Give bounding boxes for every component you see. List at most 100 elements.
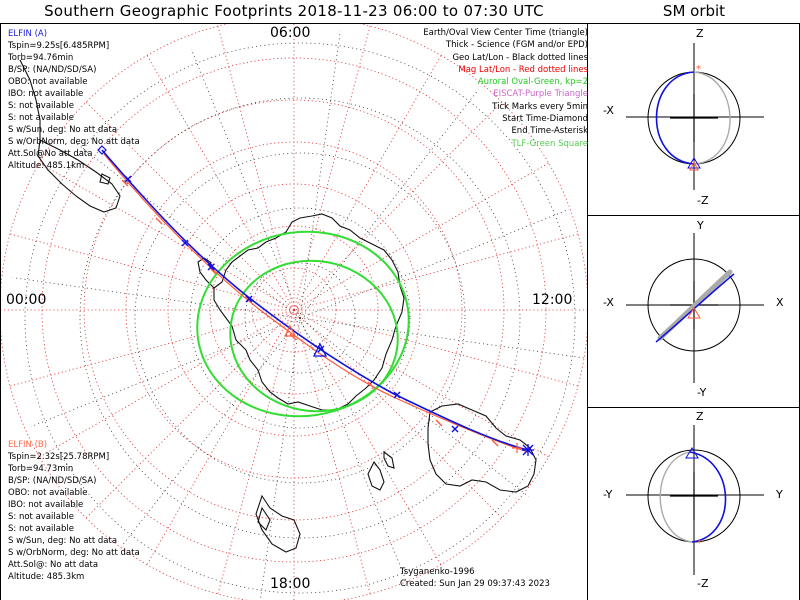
hour-label-right: 12:00 [532,292,573,308]
elfin-b-name: ELFIN (B) [8,440,48,450]
mag-lon-spoke [217,25,295,311]
orbit-yz-top-label: Z [696,410,704,423]
elfin-b-orbnorm-angle: S w/OrbNorm, deg: No att data [8,548,140,558]
elfin-b-ticks [121,179,499,447]
svg-text:*: * [697,538,702,549]
orbit-divider-1 [588,215,800,216]
new-zealand-north [383,450,395,469]
legend-entry-geo-grid: Geo Lat/Lon - Black dotted lines [452,52,588,63]
mag-lon-spoke [146,55,295,311]
legend-entry-auroral-oval: Auroral Oval-Green, kp=2 [477,77,588,88]
orbit-yz-left-label: -Y [603,488,613,501]
elfin-b-bsp: B/SP: (NA/ND/SD/SA) [8,476,97,486]
legend-entry-start-time: Start Time-Diamond [502,114,588,125]
elfin-b-info: ELFIN (B) Tspin=2.32s[25.78RPM] Torb=94.… [8,439,140,583]
end-asterisk-b [512,443,522,453]
elfin-b-spin: Tspin=2.32s[25.78RPM] [8,452,110,462]
geo-lat-circle [134,152,466,484]
orbit-xy-a [655,273,735,343]
plot-title: Southern Geographic Footprints 2018-11-2… [44,2,544,20]
orbit-panel-yz: * [626,425,764,575]
mag-lon-spoke [293,55,442,311]
map-frame-top [0,23,588,24]
orbit-xz-left-label: -X [603,104,614,117]
end-asterisk-a [522,444,534,456]
legend-entry-end-time: End Time-Asterisk [511,126,588,137]
geo-lon-spoke [299,317,410,588]
auroral-oval-inner [229,259,399,413]
elfin-b-sun-angle: S w/Sun, deg: No att data [8,536,118,546]
elfin-a-track [101,149,529,451]
geo-lon-spoke [299,317,529,497]
geo-lon-spoke [12,277,301,319]
orbit-xy-bottom-label: -Y [697,386,707,399]
geo-lon-spoke [190,48,301,319]
geo-lat-circle [24,42,576,594]
elfin-a-obo: OBO: not available [8,77,88,87]
mag-lon-spoke [293,309,549,458]
mag-grid [1,24,587,600]
mag-lon-spoke [39,309,295,458]
created-timestamp: Created: Sun Jan 29 09:37:43 2023 [400,579,550,589]
orbit-xz-top-label: Z [696,27,704,40]
elfin-a-s1: S: not available [8,101,74,111]
orbit-xz-b [693,71,731,165]
elfin-b-orbit-period: Torb=94.73min [8,464,74,474]
elfin-b-obo: OBO: not available [8,488,88,498]
mag-lon-spoke [39,162,295,311]
geo-lon-spoke [121,317,301,547]
panel-divider [587,23,588,600]
orbit-panel-title: SM orbit [662,2,726,20]
africa-tip [255,494,301,553]
elfin-b-s1: S: not available [8,512,74,522]
elfin-a-s2: S: not available [8,113,74,123]
auroral-oval-outer [196,230,410,418]
elfin-a-info: ELFIN (A) Tspin=9.25s[6.485RPM] Torb=94.… [8,28,140,172]
new-zealand [367,460,385,491]
orbit-frame-top [588,23,800,24]
elfin-a-sun-angle: S w/Sun, deg: No att data [8,125,118,135]
elfin-a-altitude: Altitude: 485.1km [8,161,85,171]
view-center-triangle-a [312,342,328,357]
model-credit: Tsyganenko-1996 [400,567,475,577]
view-center-triangle-b [284,324,296,337]
elfin-a-bsp: B/SP: (NA/ND/SD/SA) [8,65,97,75]
mag-lon-spoke [217,309,295,595]
australia-coast [427,403,537,493]
elfin-b-altitude: Altitude: 485.3km [8,572,85,582]
elfin-a-att-sol: Att.Sol@No att data [8,149,93,159]
start-diamond-a [97,145,107,155]
mag-lon-spoke [293,309,579,387]
geo-lon-spoke [299,30,341,319]
falklands [99,173,111,185]
legend: Earth/Oval View Center Time (triangle) T… [423,27,588,150]
orbit-xy-top-label: Y [697,219,704,232]
elfin-a-orbit-period: Torb=94.76min [8,53,74,63]
hour-label-left: 00:00 [6,292,47,308]
elfin-b-track [103,153,529,453]
footprint-map [1,24,587,600]
elfin-a-ibo: IBO: not available [8,89,84,99]
orbit-yz-bottom-label: -Z [697,577,709,590]
orbit-xz-a [655,71,695,165]
geo-lat-circle [79,97,521,539]
mag-lon-spoke [293,309,442,565]
legend-entry-view-center: Earth/Oval View Center Time (triangle) [423,28,588,38]
orbit-yz-a [689,451,727,543]
elfin-a-spin: Tspin=9.25s[6.485RPM] [8,41,110,51]
orbit-yz-right-label: Y [776,488,783,501]
legend-entry-eiscat: EISCAT-Purple Triangle [493,89,588,100]
legend-entry-mag-grid: Mag Lat/Lon - Red dotted lines [458,64,588,75]
south-america-tip [37,139,121,213]
hour-label-bottom: 18:00 [270,576,311,592]
elfin-b-att-sol: Att.Sol@: No att data [8,560,99,570]
map-frame-left [0,23,1,600]
elfin-a-orbnorm-angle: S w/OrbNorm, deg: No att data [8,137,140,147]
mag-lon-spoke [293,25,371,311]
orbit-xz-bottom-label: -Z [697,194,709,207]
orbit-xy-left-label: -X [603,296,614,309]
geo-lon-spoke [299,317,587,359]
elfin-b-ibo: IBO: not available [8,500,84,510]
coastlines [19,59,537,553]
mag-lon-spoke [146,309,295,565]
